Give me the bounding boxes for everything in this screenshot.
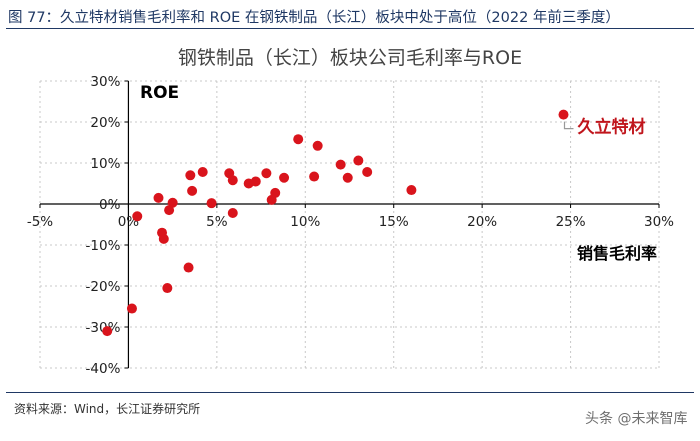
y-tick-label: -20% [86,279,121,295]
data-point [279,172,290,183]
data-point [342,172,353,183]
caption-divider [6,28,694,29]
data-point [132,211,143,222]
data-point [335,159,346,170]
x-tick-label: 15% [379,214,409,230]
annotation-label: 久立特材 [577,117,645,138]
data-point [197,167,208,178]
data-point [261,168,272,179]
data-point [158,233,169,244]
x-tick-label: 25% [556,214,586,230]
x-tick-label: 5% [206,214,228,230]
data-point [558,109,569,120]
data-point [187,185,198,196]
data-point [162,283,173,294]
y-tick-label: -40% [86,361,121,377]
y-tick-label: 0% [99,197,121,213]
data-point [206,198,217,209]
data-point [126,303,137,314]
data-point [312,140,323,151]
gridlines [39,80,660,369]
data-point [250,176,261,187]
annotation: 久立特材 [563,117,645,138]
source-divider [6,392,694,393]
annotation-leader [563,121,574,130]
data-points [102,109,569,337]
data-point [270,187,281,198]
chart-title: 钢铁制品（长江）板块公司毛利率与ROE [178,47,522,69]
data-point [309,171,320,182]
data-point [185,170,196,181]
data-point [167,197,178,208]
x-axis-label: 销售毛利率 [577,244,657,263]
axes [39,80,660,369]
data-point [353,155,364,166]
watermark: 头条 @未来智库 [585,408,687,428]
y-tick-label: 20% [90,115,120,131]
x-tick-label: 30% [644,214,674,230]
data-point [153,192,164,203]
x-tick-label: 20% [467,214,497,230]
data-point [362,167,373,178]
x-tick-label: -5% [27,214,53,230]
watermark-text: 头条 @未来智库 [585,411,688,427]
data-point [227,175,238,186]
data-point [227,208,238,219]
source-note: 资料来源：Wind，长江证券研究所 [14,402,201,416]
y-axis-label: ROE [140,83,179,103]
y-tick-label: 10% [90,156,120,172]
x-tick-label: 10% [290,214,320,230]
figure-caption: 图 77：久立特材销售毛利率和 ROE 在钢铁制品（长江）板块中处于高位（202… [8,10,620,26]
data-point [406,185,417,196]
data-point [293,134,304,145]
data-point [183,262,194,273]
y-tick-label: -10% [86,238,121,254]
data-point [102,326,113,337]
y-tick-label: 30% [90,74,120,90]
